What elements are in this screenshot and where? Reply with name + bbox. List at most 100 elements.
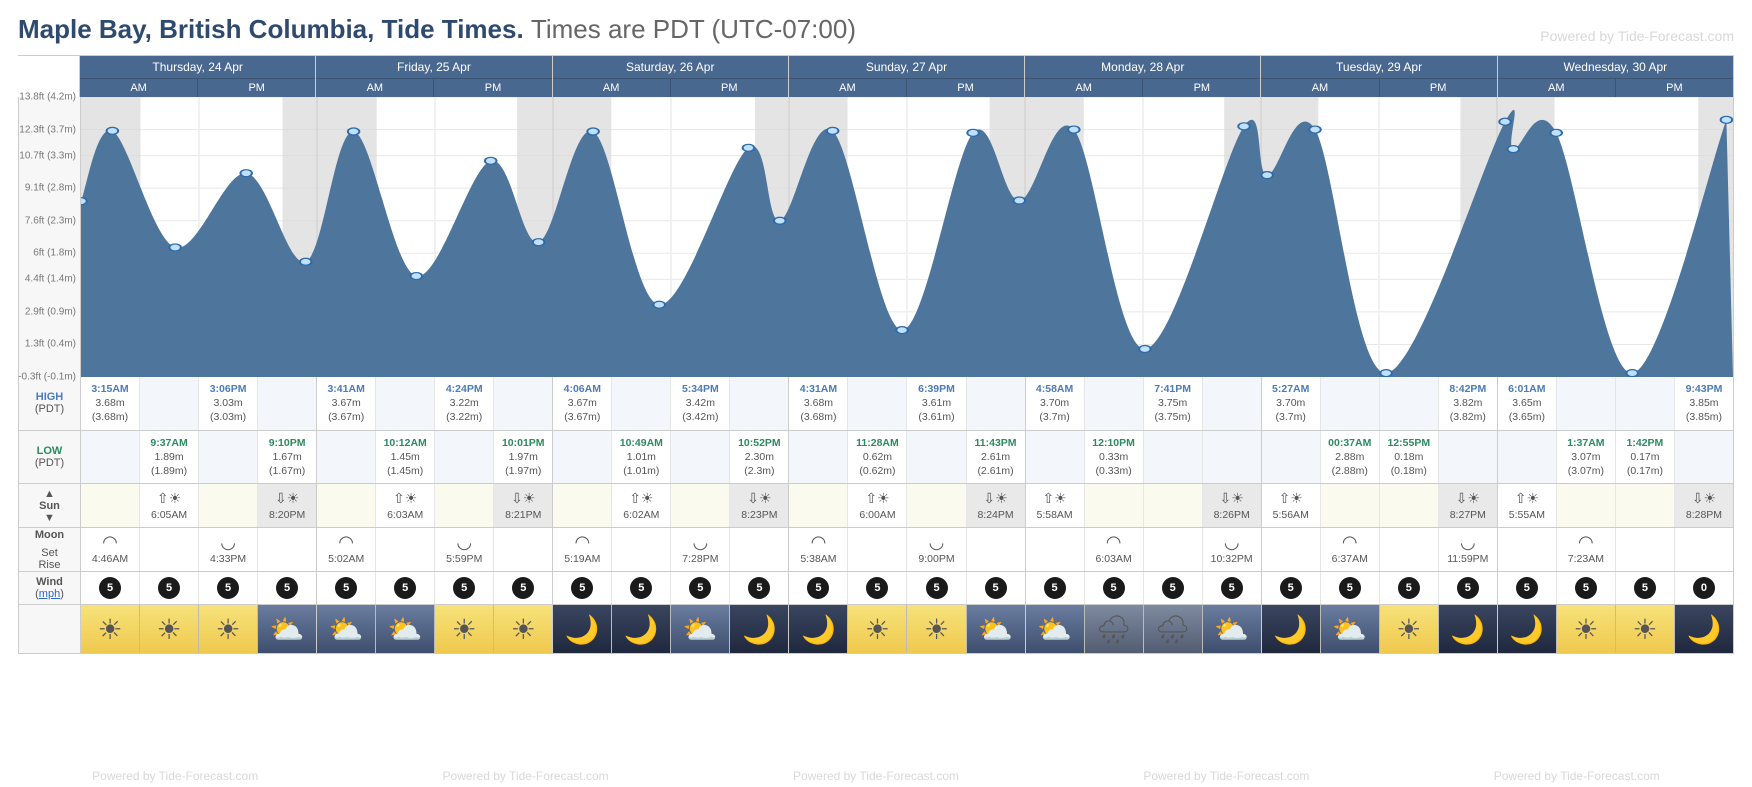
wind-cell: 5	[1262, 572, 1321, 604]
tide-cell	[612, 377, 671, 430]
wind-chip: 5	[1398, 577, 1420, 599]
wind-cell: 5	[1498, 572, 1557, 604]
tide-cell: 9:10PM1.67m(1.67m)	[258, 431, 316, 484]
wind-chip: 5	[1280, 577, 1302, 599]
moon-row: MoonSetRise ◠4:46AM◡4:33PM◠5:02AM◡5:59PM…	[19, 528, 1734, 572]
tide-cell: 4:58AM3.70m(3.7m)	[1026, 377, 1085, 430]
low-label: LOW	[37, 445, 63, 457]
sun-cell: ⇧☀6:05AM	[140, 484, 199, 527]
high-tide-row: HIGH(PDT) 3:15AM3.68m(3.68m)3:06PM3.03m(…	[19, 377, 1734, 431]
wind-cell: 5	[1085, 572, 1144, 604]
tide-cell	[1085, 377, 1144, 430]
sun-cell: ⇩☀8:28PM	[1675, 484, 1733, 527]
wind-cell: 5	[81, 572, 140, 604]
sunset-icon: ⇩☀	[1207, 489, 1257, 508]
chart-area	[81, 97, 1734, 377]
moon-cell: ◡9:00PM	[907, 528, 966, 571]
wind-chip: 5	[1162, 577, 1184, 599]
tide-cell	[1380, 377, 1439, 430]
moon-cell	[1262, 528, 1321, 571]
pm-label: PM	[1380, 79, 1497, 97]
tide-cell: 10:01PM1.97m(1.97m)	[494, 431, 552, 484]
weather-row: ☀☀☀⛅⛅⛅☀☀🌙🌙⛅🌙🌙☀☀⛅⛅🌧🌧⛅🌙⛅☀🌙🌙☀☀🌙	[19, 605, 1734, 654]
wind-cell: 5	[1380, 572, 1439, 604]
weather-cell: 🌙	[612, 605, 671, 653]
sunset-icon: ⇩☀	[1443, 489, 1493, 508]
wind-chip: 5	[748, 577, 770, 599]
watermark-top: Powered by Tide-Forecast.com	[1540, 28, 1734, 44]
day-name: Monday, 28 Apr	[1025, 56, 1260, 79]
weather-cell: ⛅	[317, 605, 376, 653]
day-column: Thursday, 24 AprAMPM	[80, 56, 316, 97]
tide-cell: 4:31AM3.68m(3.68m)	[789, 377, 848, 430]
weather-night-icon: 🌙	[1675, 605, 1733, 653]
sun-cell	[435, 484, 494, 527]
wind-cell: 5	[1144, 572, 1203, 604]
wind-cell: 0	[1675, 572, 1733, 604]
wind-cell: 5	[907, 572, 966, 604]
wind-chip: 5	[926, 577, 948, 599]
wind-cell: 5	[140, 572, 199, 604]
weather-sun-icon: ☀	[435, 605, 493, 653]
weather-sun-icon: ☀	[1380, 605, 1438, 653]
weather-cell: ⛅	[967, 605, 1025, 653]
sunset-icon: ⇩☀	[971, 489, 1021, 508]
pm-label: PM	[671, 79, 788, 97]
weather-sun-icon: ☀	[1616, 605, 1674, 653]
tide-cell	[140, 377, 199, 430]
weather-cell: ☀	[907, 605, 966, 653]
weather-cell: ⛅	[258, 605, 316, 653]
tide-cell	[730, 377, 788, 430]
moon-cell	[1026, 528, 1085, 571]
wind-cell: 5	[1439, 572, 1497, 604]
wind-cell: 5	[730, 572, 788, 604]
tide-cell	[494, 377, 552, 430]
wind-chip: 5	[1103, 577, 1125, 599]
wind-unit-link[interactable]: mph	[39, 588, 60, 600]
data-table: HIGH(PDT) 3:15AM3.68m(3.68m)3:06PM3.03m(…	[18, 377, 1734, 654]
moon-cell: ◡4:33PM	[199, 528, 258, 571]
tide-cell	[1321, 377, 1380, 430]
sun-cell	[671, 484, 730, 527]
wind-cell: 5	[376, 572, 435, 604]
weather-cell: ☀	[1616, 605, 1675, 653]
tide-cell	[907, 431, 966, 484]
tide-cell: 5:34PM3.42m(3.42m)	[671, 377, 730, 430]
moon-cell: ◠6:03AM	[1085, 528, 1144, 571]
tide-cell: 12:10PM0.33m(0.33m)	[1085, 431, 1144, 484]
sun-cell	[317, 484, 376, 527]
wind-chip: 5	[1457, 577, 1479, 599]
tide-cell	[1144, 431, 1203, 484]
moon-cell: ◡5:59PM	[435, 528, 494, 571]
moon-cell	[140, 528, 199, 571]
moon-cell	[258, 528, 316, 571]
tide-cell	[1439, 431, 1497, 484]
pm-label: PM	[907, 79, 1024, 97]
sun-cell: ⇩☀8:21PM	[494, 484, 552, 527]
am-label: AM	[80, 79, 198, 97]
wind-chip: 5	[985, 577, 1007, 599]
moon-cell	[1498, 528, 1557, 571]
wind-row: Wind(mph) 5555555555555555555555555550	[19, 572, 1734, 605]
wind-cell: 5	[1026, 572, 1085, 604]
pm-label: PM	[434, 79, 551, 97]
sun-cell: ⇧☀5:58AM	[1026, 484, 1085, 527]
weather-pc-icon: ⛅	[258, 605, 316, 653]
high-label: HIGH	[36, 391, 64, 403]
sunrise-icon: ⇧☀	[1030, 489, 1080, 508]
sunrise-icon: ⇧☀	[852, 489, 902, 508]
moonrise-icon: ◠	[1106, 533, 1122, 551]
tide-cell: 3:15AM3.68m(3.68m)	[81, 377, 140, 430]
sunrise-icon: ⇧☀	[616, 489, 666, 508]
wind-chip: 5	[394, 577, 416, 599]
tide-cell	[553, 431, 612, 484]
tide-cell: 6:39PM3.61m(3.61m)	[907, 377, 966, 430]
weather-sun-icon: ☀	[1557, 605, 1615, 653]
tide-cell	[376, 377, 435, 430]
weather-sun-icon: ☀	[494, 605, 552, 653]
moon-cell	[1380, 528, 1439, 571]
low-tide-row: LOW(PDT) 9:37AM1.89m(1.89m)9:10PM1.67m(1…	[19, 431, 1734, 485]
sun-cell	[553, 484, 612, 527]
sun-cell: ⇩☀8:26PM	[1203, 484, 1261, 527]
weather-cell: ⛅	[1026, 605, 1085, 653]
